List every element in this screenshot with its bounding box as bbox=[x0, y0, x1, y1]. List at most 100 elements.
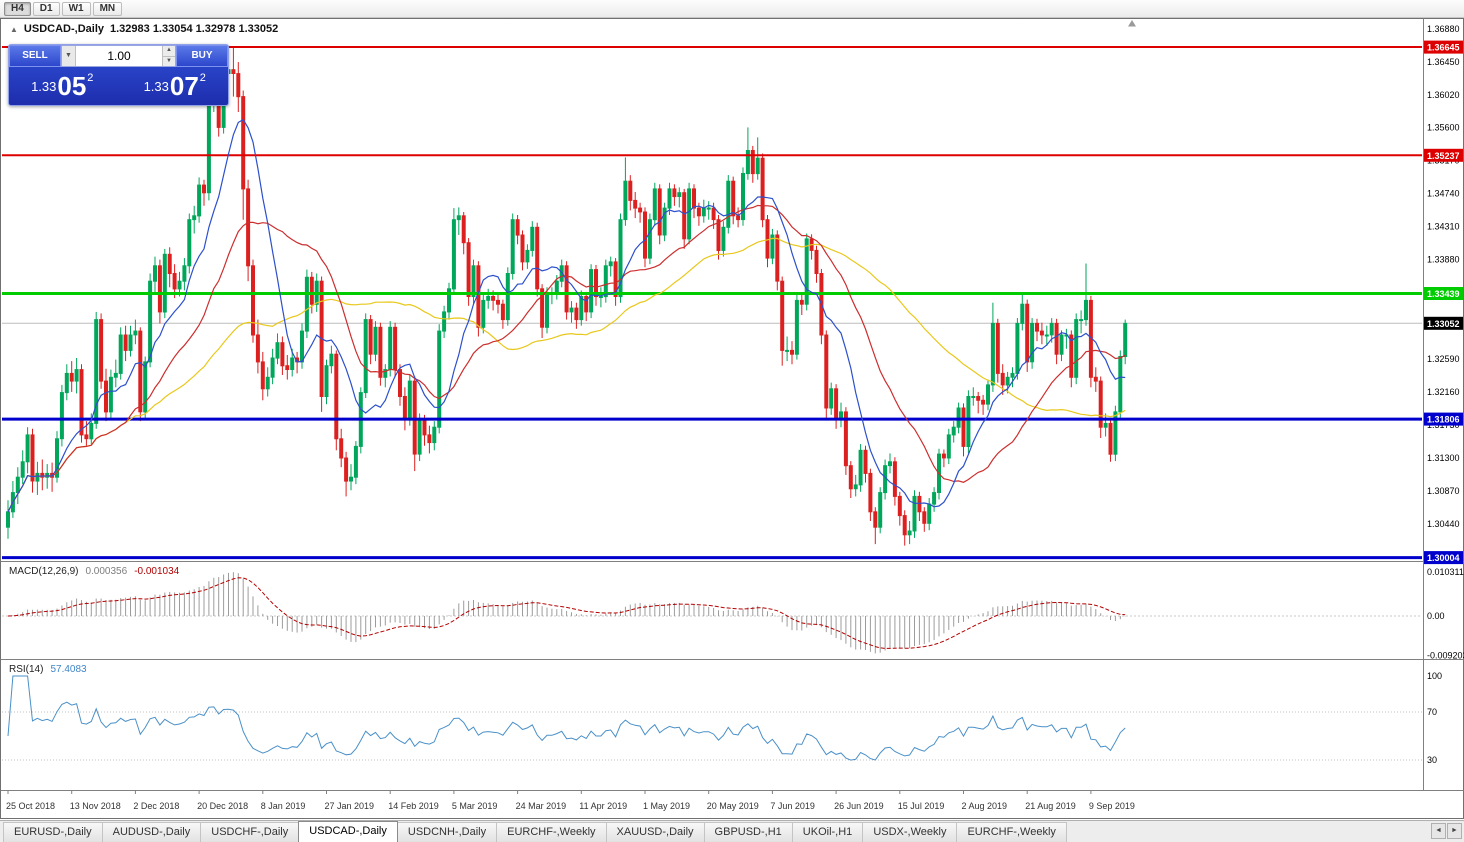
timeframe-toolbar: H4 D1 W1 MN bbox=[0, 0, 1464, 18]
svg-text:8 Jan 2019: 8 Jan 2019 bbox=[261, 801, 306, 811]
volume-dropdown-icon[interactable]: ▼ bbox=[62, 46, 76, 66]
volume-increase-button[interactable]: ▲ bbox=[163, 46, 175, 56]
chart-shift-marker[interactable] bbox=[1128, 20, 1136, 27]
svg-text:1.34740: 1.34740 bbox=[1427, 189, 1460, 199]
timeframe-button-h4[interactable]: H4 bbox=[4, 1, 31, 16]
tab-usdx-weekly[interactable]: USDX-,Weekly bbox=[862, 822, 958, 842]
tab-eurchf-weekly[interactable]: EURCHF-,Weekly bbox=[496, 822, 607, 842]
svg-text:1.33439: 1.33439 bbox=[1427, 289, 1460, 299]
price-tag-1.33052: 1.33052 bbox=[1424, 316, 1463, 330]
rsi-label-row: RSI(14) 57.4083 bbox=[9, 664, 87, 675]
sell-price-big: 05 bbox=[57, 71, 87, 101]
tab-scroll-right-button[interactable]: ► bbox=[1447, 823, 1462, 839]
svg-text:30: 30 bbox=[1427, 755, 1437, 765]
svg-text:0.00: 0.00 bbox=[1427, 611, 1445, 621]
tab-gbpusd-h1[interactable]: GBPUSD-,H1 bbox=[703, 822, 793, 842]
volume-value[interactable]: 1.00 bbox=[107, 49, 131, 63]
tab-audusd-daily[interactable]: AUDUSD-,Daily bbox=[101, 822, 202, 842]
svg-text:1.35600: 1.35600 bbox=[1427, 122, 1460, 132]
svg-text:26 Jun 2019: 26 Jun 2019 bbox=[834, 801, 884, 811]
svg-text:15 Jul 2019: 15 Jul 2019 bbox=[898, 801, 945, 811]
tab-scroll-left-button[interactable]: ◄ bbox=[1431, 823, 1446, 839]
rsi-pane: 100 70 30 bbox=[2, 671, 1442, 765]
chart-ohlc-values: 1.32983 1.33054 1.32978 1.33052 bbox=[110, 23, 279, 35]
svg-text:1.33052: 1.33052 bbox=[1427, 319, 1460, 329]
buy-price-sup: 2 bbox=[199, 72, 206, 84]
price-tag-1.35237: 1.35237 bbox=[1424, 148, 1463, 162]
price-tag-1.36645: 1.36645 bbox=[1424, 40, 1463, 54]
svg-text:25 Oct 2018: 25 Oct 2018 bbox=[6, 801, 55, 811]
ma-25-line bbox=[7, 204, 1126, 513]
svg-text:21 Aug 2019: 21 Aug 2019 bbox=[1025, 801, 1076, 811]
chart-symbol-title: USDCAD-,Daily bbox=[23, 23, 104, 35]
buy-price[interactable]: 1.33 07 2 bbox=[122, 69, 229, 103]
svg-text:11 Apr 2019: 11 Apr 2019 bbox=[579, 801, 627, 811]
volume-control[interactable]: ▼ 1.00 ▲ ▼ bbox=[61, 45, 176, 67]
price-tag-1.33439: 1.33439 bbox=[1424, 287, 1463, 300]
svg-text:14 Feb 2019: 14 Feb 2019 bbox=[388, 801, 439, 811]
svg-text:1.30870: 1.30870 bbox=[1427, 486, 1460, 496]
timeframe-button-d1[interactable]: D1 bbox=[32, 1, 60, 16]
svg-text:2 Aug 2019: 2 Aug 2019 bbox=[962, 801, 1008, 811]
chart-title-row: ▲ USDCAD-,Daily 1.32983 1.33054 1.32978 … bbox=[10, 23, 278, 35]
buy-price-big: 07 bbox=[169, 71, 199, 101]
tab-usdchf-daily[interactable]: USDCHF-,Daily bbox=[200, 822, 300, 842]
svg-text:1.31300: 1.31300 bbox=[1427, 453, 1460, 463]
sell-price-base: 1.33 bbox=[31, 78, 57, 94]
one-click-collapse-icon[interactable]: ▲ bbox=[10, 24, 18, 34]
svg-text:1.30004: 1.30004 bbox=[1427, 553, 1460, 563]
tab-usdcnh-daily[interactable]: USDCNH-,Daily bbox=[396, 822, 498, 842]
svg-text:1.36450: 1.36450 bbox=[1427, 57, 1460, 67]
price-tag-1.31806: 1.31806 bbox=[1424, 412, 1463, 426]
volume-spinner[interactable]: ▲ ▼ bbox=[162, 46, 175, 66]
one-click-trading-panel: SELL ▼ 1.00 ▲ ▼ BUY 1.33 05 2 1.33 07 2 bbox=[8, 44, 229, 106]
tab-eurusd-daily[interactable]: EURUSD-,Daily bbox=[3, 822, 103, 842]
volume-decrease-button[interactable]: ▼ bbox=[163, 55, 175, 66]
svg-text:1.31806: 1.31806 bbox=[1427, 415, 1460, 425]
macd-signal-value: -0.001034 bbox=[134, 566, 180, 577]
svg-text:1.33880: 1.33880 bbox=[1427, 255, 1460, 265]
svg-text:1.34310: 1.34310 bbox=[1427, 222, 1460, 232]
svg-text:20 May 2019: 20 May 2019 bbox=[707, 801, 759, 811]
rsi-value: 57.4083 bbox=[50, 664, 87, 675]
svg-text:1.35237: 1.35237 bbox=[1427, 151, 1460, 161]
svg-text:2 Dec 2018: 2 Dec 2018 bbox=[133, 801, 179, 811]
rsi-name: RSI(14) bbox=[9, 664, 44, 675]
tab-ukoil-h1[interactable]: UKOil-,H1 bbox=[791, 822, 864, 842]
svg-text:20 Dec 2018: 20 Dec 2018 bbox=[197, 801, 248, 811]
sell-price-sup: 2 bbox=[87, 72, 94, 84]
svg-text:24 Mar 2019: 24 Mar 2019 bbox=[516, 801, 567, 811]
svg-text:9 Sep 2019: 9 Sep 2019 bbox=[1089, 801, 1135, 811]
macd-label-row: MACD(12,26,9) 0.000356 -0.001034 bbox=[9, 566, 179, 577]
tab-xauusd-daily[interactable]: XAUUSD-,Daily bbox=[605, 822, 705, 842]
timeframe-button-mn[interactable]: MN bbox=[92, 1, 123, 16]
svg-text:27 Jan 2019: 27 Jan 2019 bbox=[325, 801, 375, 811]
timeframe-button-w1[interactable]: W1 bbox=[61, 1, 91, 16]
svg-text:7 Jun 2019: 7 Jun 2019 bbox=[770, 801, 815, 811]
buy-button[interactable]: BUY bbox=[176, 45, 228, 67]
tab-usdcad-daily[interactable]: USDCAD-,Daily bbox=[298, 821, 398, 842]
svg-text:-0.009203: -0.009203 bbox=[1427, 650, 1464, 660]
macd-main-value: 0.000356 bbox=[85, 566, 128, 577]
rsi-line bbox=[7, 675, 1126, 761]
macd-signal-line bbox=[7, 577, 1126, 649]
time-axis: 25 Oct 2018 13 Nov 2018 2 Dec 2018 20 Dec 2… bbox=[6, 791, 1135, 811]
price-tag-1.30004: 1.30004 bbox=[1424, 551, 1463, 565]
sell-button[interactable]: SELL bbox=[9, 45, 61, 67]
svg-text:0.010311: 0.010311 bbox=[1427, 567, 1464, 577]
svg-text:1.32160: 1.32160 bbox=[1427, 387, 1460, 397]
svg-text:100: 100 bbox=[1427, 671, 1442, 681]
tab-eurchf-weekly[interactable]: EURCHF-,Weekly bbox=[956, 822, 1067, 842]
svg-text:1.32590: 1.32590 bbox=[1427, 354, 1460, 364]
svg-text:1.36020: 1.36020 bbox=[1427, 90, 1460, 100]
sell-price[interactable]: 1.33 05 2 bbox=[9, 69, 116, 103]
tab-scrollers: ◄ ► bbox=[1431, 823, 1462, 839]
svg-text:1 May 2019: 1 May 2019 bbox=[643, 801, 690, 811]
ma-10-line bbox=[7, 118, 1126, 513]
svg-text:1.36880: 1.36880 bbox=[1427, 24, 1460, 34]
svg-text:1.30440: 1.30440 bbox=[1427, 519, 1460, 529]
buy-price-base: 1.33 bbox=[143, 78, 169, 94]
chart-tab-bar: EURUSD-,Daily AUDUSD-,Daily USDCHF-,Daily U… bbox=[0, 820, 1464, 842]
macd-pane: 0.010311 0.00 -0.009203 bbox=[2, 567, 1464, 660]
